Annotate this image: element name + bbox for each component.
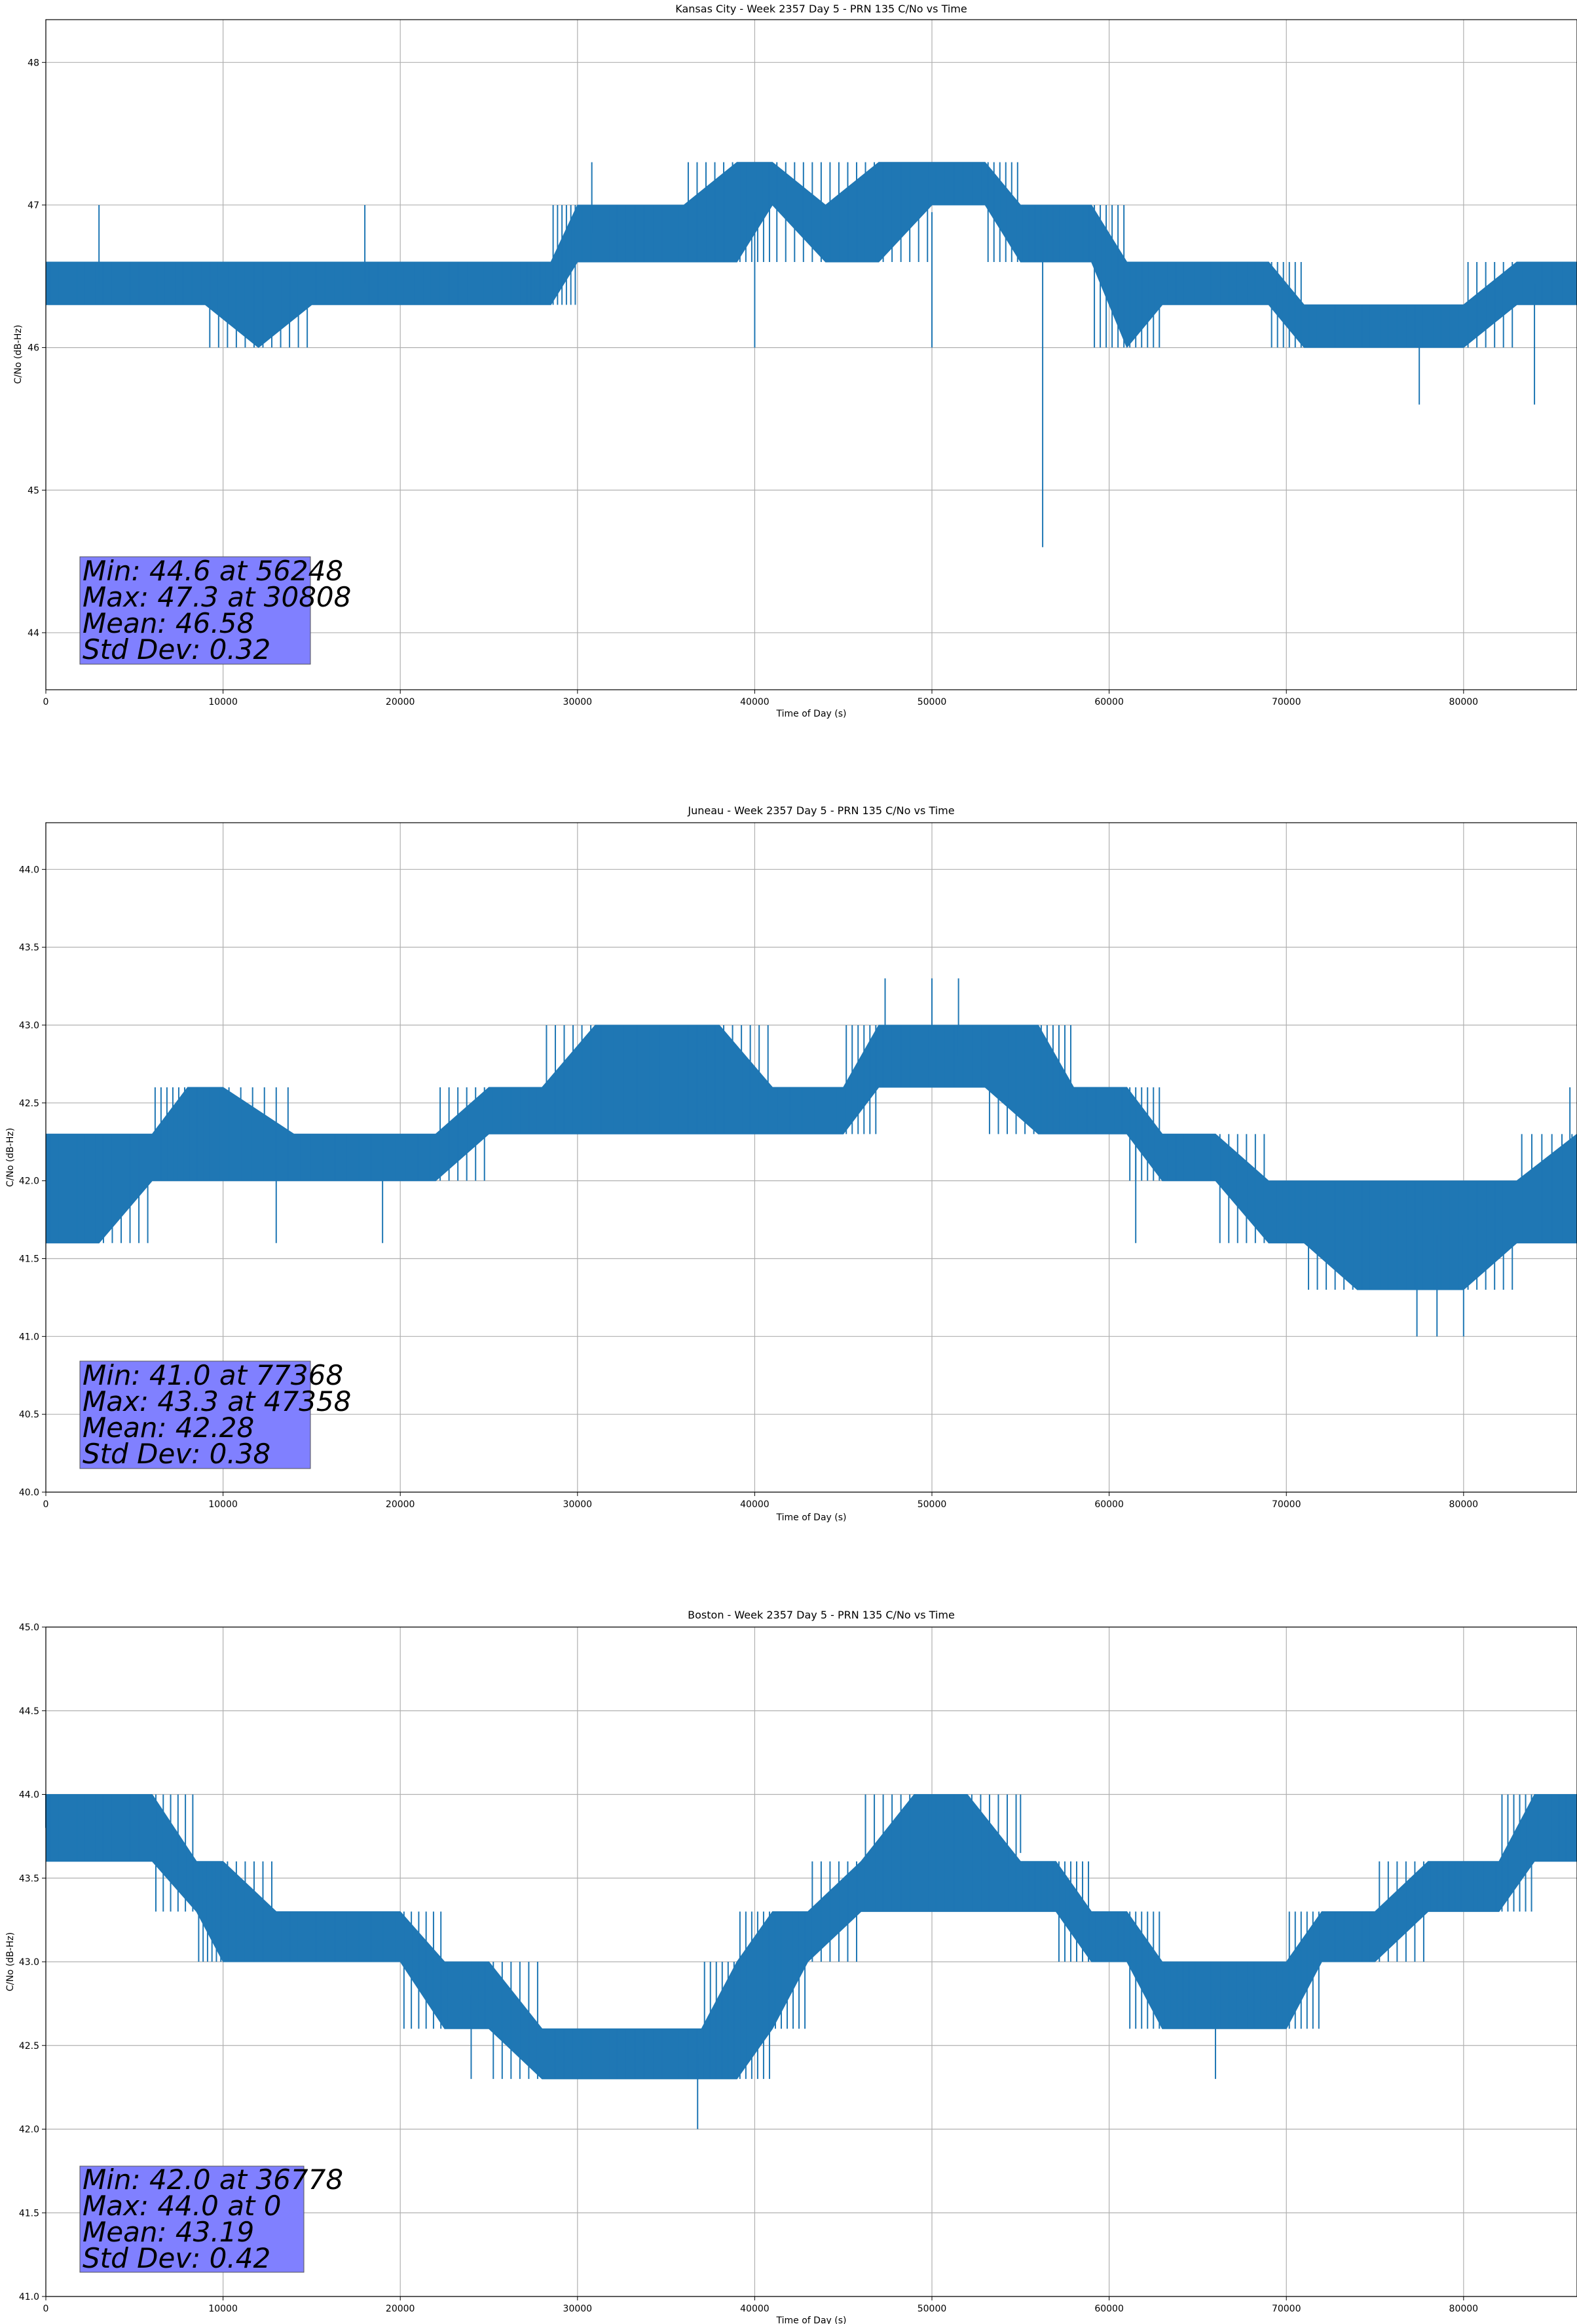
stats-min: Min: 42.0 at 36778: [83, 2164, 343, 2196]
y-ticks: 44 45 46 47 48: [28, 58, 46, 639]
y-tick-label: 44: [28, 628, 39, 639]
panel-boston: Boston - Week 2357 Day 5 - PRN 135 C/No …: [5, 1609, 1577, 2324]
panel-kansas-city: Kansas City - Week 2357 Day 5 - PRN 135 …: [13, 3, 1577, 719]
x-tick-label: 30000: [563, 1499, 593, 1510]
x-tick-label: 50000: [918, 1499, 947, 1510]
stats-mean: Mean: 46.58: [83, 607, 254, 639]
x-axis-label: Time of Day (s): [776, 709, 847, 719]
stats-std: Std Dev: 0.32: [83, 633, 270, 665]
y-axis-label: C/No (dB-Hz): [13, 325, 24, 384]
y-tick-label: 42.0: [19, 1176, 39, 1187]
y-tick-label: 44.5: [19, 1706, 39, 1717]
stats-box: Min: 42.0 at 36778 Max: 44.0 at 0 Mean: …: [79, 2164, 343, 2274]
x-tick-label: 10000: [208, 2304, 238, 2314]
series-spikes: [49, 162, 1573, 548]
x-tick-label: 30000: [563, 2304, 593, 2314]
x-tick-label: 20000: [386, 2304, 415, 2314]
x-tick-label: 40000: [740, 2304, 770, 2314]
y-tick-label: 41.0: [19, 1332, 39, 1342]
y-tick-label: 47: [28, 200, 39, 211]
x-tick-label: 50000: [918, 697, 947, 707]
y-tick-label: 45: [28, 485, 39, 496]
x-tick-label: 60000: [1094, 1499, 1124, 1510]
stats-std: Std Dev: 0.38: [83, 1438, 270, 1470]
y-tick-label: 43.0: [19, 1957, 39, 1968]
x-axis-label: Time of Day (s): [776, 2315, 847, 2324]
y-tick-label: 42.5: [19, 1098, 39, 1109]
x-tick-label: 50000: [918, 2304, 947, 2314]
stats-box-background: [79, 1360, 311, 1469]
stats-min: Min: 44.6 at 56248: [83, 555, 343, 587]
x-tick-label: 40000: [740, 697, 770, 707]
x-ticks: 0 10000 20000 30000 40000 50000 60000 70000 8000…: [43, 2296, 1479, 2314]
x-tick-label: 30000: [563, 697, 593, 707]
stats-std: Std Dev: 0.42: [83, 2242, 270, 2274]
x-tick-label: 80000: [1449, 1499, 1479, 1510]
x-tick-label: 0: [43, 2304, 49, 2314]
stats-box: Min: 41.0 at 77368 Max: 43.3 at 47358 Me…: [79, 1359, 351, 1470]
y-tick-label: 42.0: [19, 2125, 39, 2135]
stats-min: Min: 41.0 at 77368: [83, 1359, 343, 1391]
x-tick-label: 10000: [208, 697, 238, 707]
series-band: [45, 1024, 1577, 1290]
y-ticks: 41.0 41.5 42.0 42.5 43.0 43.5 44.0 44.5 45.0: [19, 1622, 46, 2302]
plot-frame: [45, 822, 1577, 1493]
y-tick-label: 44.0: [19, 865, 39, 875]
x-tick-label: 70000: [1272, 2304, 1301, 2314]
y-tick-label: 46: [28, 343, 39, 354]
y-tick-label: 41.5: [19, 2208, 39, 2219]
series-band-area: [45, 162, 1577, 348]
y-tick-label: 43.5: [19, 943, 39, 953]
stats-box-background: [79, 2165, 305, 2273]
y-tick-label: 40.5: [19, 1410, 39, 1420]
panel-juneau: Juneau - Week 2357 Day 5 - PRN 135 C/No …: [5, 804, 1577, 1523]
y-tick-label: 45.0: [19, 1622, 39, 1633]
x-tick-label: 40000: [740, 1499, 770, 1510]
series-spikes: [45, 1794, 1574, 2129]
series-spikes: [49, 978, 1573, 1337]
y-tick-label: 41.0: [19, 2292, 39, 2302]
plot-frame: [45, 19, 1577, 690]
stats-box-background: [79, 556, 311, 665]
series-band-area: [45, 1024, 1577, 1290]
x-tick-label: 0: [43, 697, 49, 707]
y-ticks: 40.0 40.5 41.0 41.5 42.0 42.5 43.0 43.5 44.0: [19, 865, 46, 1498]
x-tick-label: 70000: [1272, 1499, 1301, 1510]
series-band: [45, 162, 1577, 348]
y-tick-label: 44.0: [19, 1790, 39, 1801]
series-band-area: [45, 1794, 1577, 2080]
x-ticks: 0 10000 20000 30000 40000 50000 60000 70000 8000…: [43, 1492, 1479, 1510]
x-tick-label: 20000: [386, 697, 415, 707]
chart-title: Kansas City - Week 2357 Day 5 - PRN 135 …: [675, 3, 967, 15]
x-tick-label: 60000: [1094, 2304, 1124, 2314]
y-axis-label: C/No (dB-Hz): [5, 1932, 16, 1991]
y-tick-label: 43.0: [19, 1021, 39, 1031]
x-tick-label: 10000: [208, 1499, 238, 1510]
x-tick-label: 20000: [386, 1499, 415, 1510]
x-tick-label: 80000: [1449, 697, 1479, 707]
x-tick-label: 70000: [1272, 697, 1301, 707]
series-band: [45, 1794, 1577, 2080]
stats-box: Min: 44.6 at 56248 Max: 47.3 at 30808 Me…: [79, 555, 351, 665]
stats-max: Max: 47.3 at 30808: [83, 581, 351, 613]
x-ticks: 0 10000 20000 30000 40000 50000 60000 70000 8000…: [43, 690, 1479, 707]
x-tick-label: 0: [43, 1499, 49, 1510]
y-axis-label: C/No (dB-Hz): [5, 1128, 16, 1187]
stats-mean: Mean: 43.19: [83, 2216, 254, 2248]
x-tick-label: 60000: [1094, 697, 1124, 707]
y-tick-label: 43.5: [19, 1873, 39, 1884]
stats-mean: Mean: 42.28: [83, 1412, 254, 1444]
y-tick-label: 48: [28, 58, 39, 68]
x-axis-label: Time of Day (s): [776, 1512, 847, 1523]
chart-title: Boston - Week 2357 Day 5 - PRN 135 C/No …: [688, 1609, 955, 1621]
stats-max: Max: 44.0 at 0: [83, 2190, 281, 2222]
stats-max: Max: 43.3 at 47358: [83, 1385, 351, 1417]
y-tick-label: 41.5: [19, 1254, 39, 1264]
x-tick-label: 80000: [1449, 2304, 1479, 2314]
y-tick-label: 40.0: [19, 1488, 39, 1498]
y-tick-label: 42.5: [19, 2041, 39, 2052]
chart-title: Juneau - Week 2357 Day 5 - PRN 135 C/No …: [687, 804, 954, 817]
